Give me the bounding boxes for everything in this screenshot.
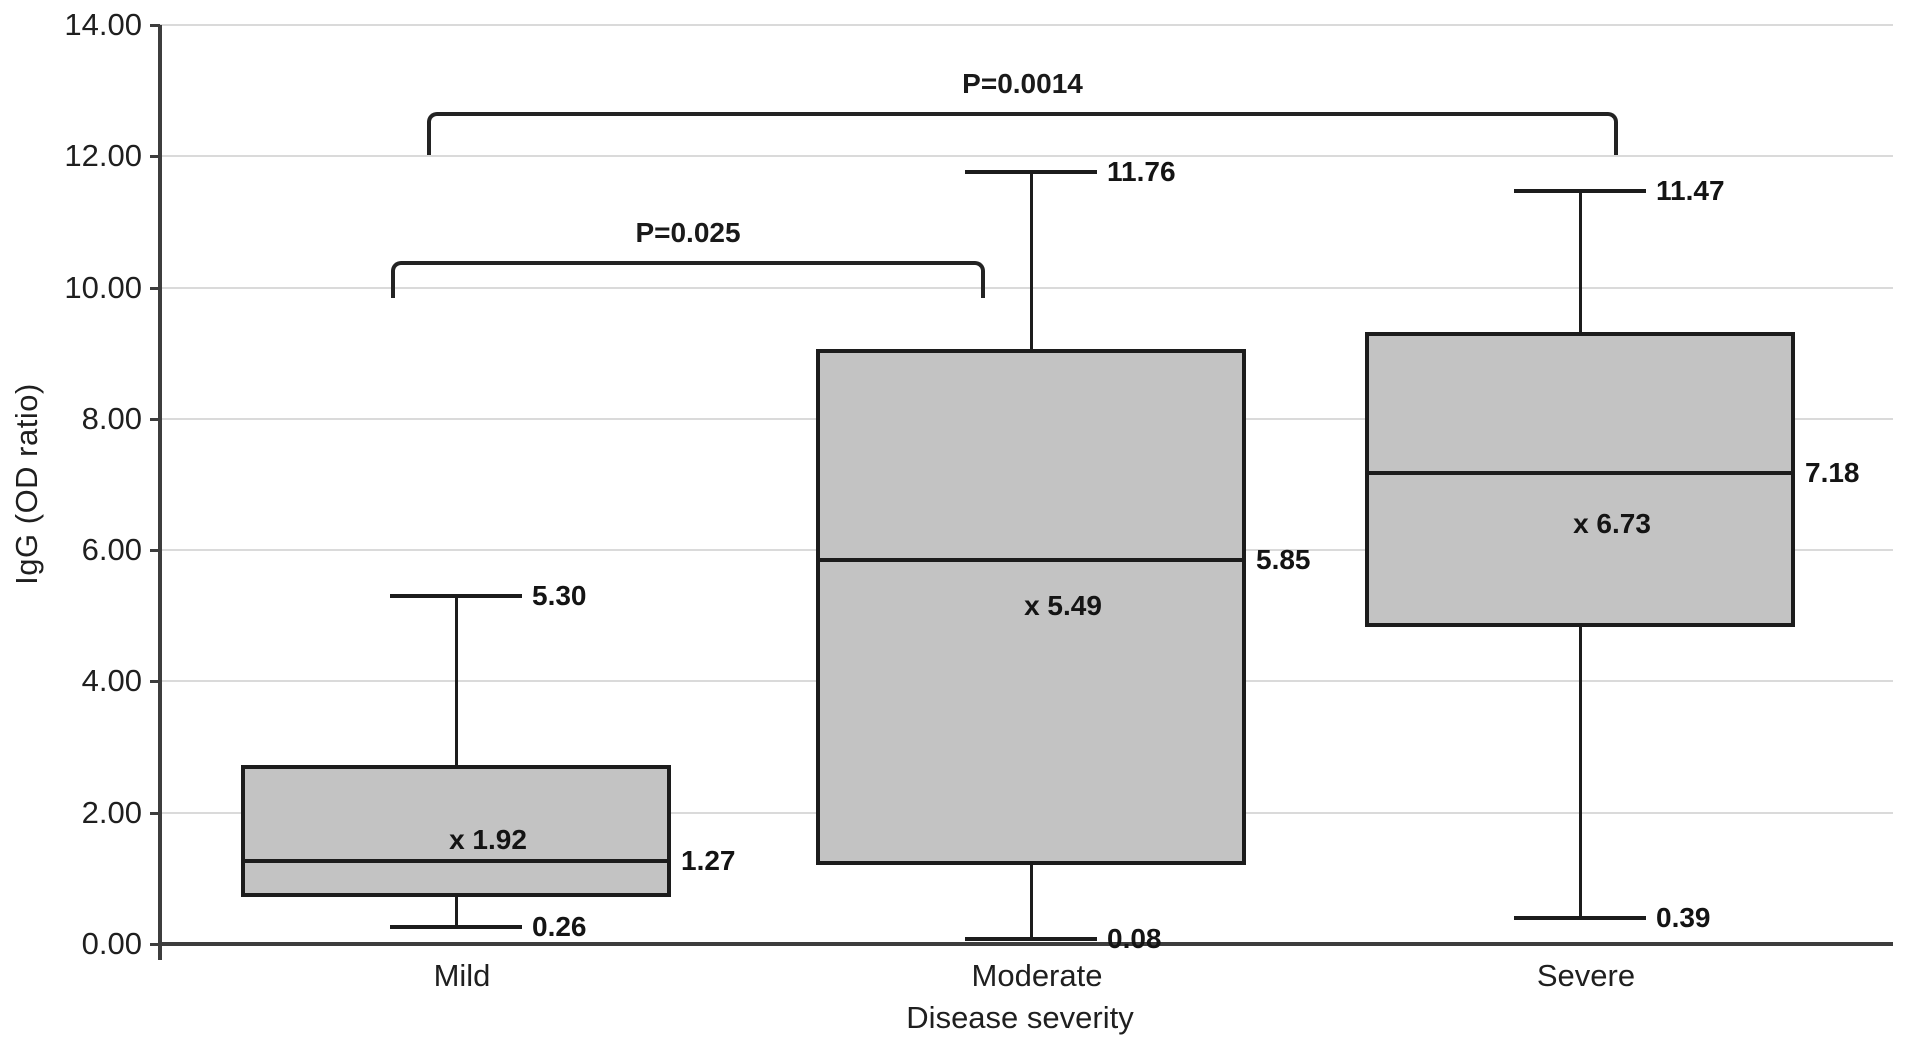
upper-whisker-line — [1029, 172, 1033, 349]
lower-whisker-cap — [390, 924, 522, 929]
median-line — [241, 858, 671, 863]
gridline — [160, 286, 1893, 289]
median-line — [816, 557, 1246, 562]
max-value-label: 5.30 — [532, 580, 587, 612]
y-tick-label: 8.00 — [81, 400, 142, 436]
significance-bracket — [427, 111, 1618, 156]
y-axis-tick — [150, 943, 160, 946]
max-value-label: 11.76 — [1107, 156, 1176, 188]
upper-whisker-line — [1578, 191, 1582, 332]
min-value-label: 0.08 — [1107, 922, 1162, 954]
box-moderate — [816, 348, 1246, 866]
x-axis-title: Disease severity — [906, 1000, 1134, 1035]
y-tick-label: 2.00 — [81, 794, 142, 830]
upper-whisker-cap — [965, 170, 1097, 175]
upper-whisker-cap — [390, 594, 522, 599]
median-value-label: 5.85 — [1256, 543, 1311, 575]
box-mild — [241, 765, 671, 897]
min-value-label: 0.26 — [532, 910, 587, 942]
y-tick-label: 14.00 — [64, 7, 142, 42]
lower-whisker-line — [1029, 865, 1033, 939]
median-line — [1365, 470, 1795, 475]
y-tick-label: 12.00 — [64, 138, 142, 174]
mean-value-label: x 6.73 — [1573, 508, 1651, 540]
gridline — [160, 155, 1893, 158]
y-axis-line — [158, 25, 162, 960]
y-axis-tick — [150, 24, 160, 27]
y-axis-tick — [150, 549, 160, 553]
significance-bracket — [391, 261, 985, 299]
upper-whisker-cap — [1514, 189, 1646, 194]
max-value-label: 11.47 — [1656, 175, 1725, 207]
upper-whisker-line — [454, 596, 458, 766]
y-tick-label: 10.00 — [64, 269, 142, 305]
y-axis-tick — [150, 680, 160, 684]
lower-whisker-line — [454, 896, 458, 927]
x-axis-line — [158, 942, 1893, 946]
median-value-label: 7.18 — [1805, 456, 1860, 488]
y-tick-label: 4.00 — [81, 663, 142, 699]
y-tick-label: 0.00 — [81, 926, 142, 961]
min-value-label: 0.39 — [1656, 902, 1711, 934]
y-axis-tick — [150, 155, 160, 159]
mean-value-label: x 5.49 — [1024, 589, 1102, 621]
x-category-label: Moderate — [971, 958, 1103, 993]
p-value-label: P=0.025 — [635, 217, 741, 249]
lower-whisker-line — [1578, 626, 1582, 919]
y-axis-tick — [150, 811, 160, 815]
y-axis-tick — [150, 417, 160, 421]
lower-whisker-cap — [1514, 916, 1646, 921]
x-category-label: Severe — [1536, 958, 1636, 993]
mean-value-label: x 1.92 — [449, 823, 527, 855]
x-category-label: Mild — [433, 958, 491, 993]
gridline — [160, 24, 1893, 26]
y-axis-tick — [150, 286, 160, 290]
median-value-label: 1.27 — [681, 844, 736, 876]
lower-whisker-cap — [965, 936, 1097, 941]
y-tick-label: 6.00 — [81, 532, 142, 568]
box-severe — [1365, 331, 1795, 627]
p-value-label: P=0.0014 — [962, 67, 1083, 99]
